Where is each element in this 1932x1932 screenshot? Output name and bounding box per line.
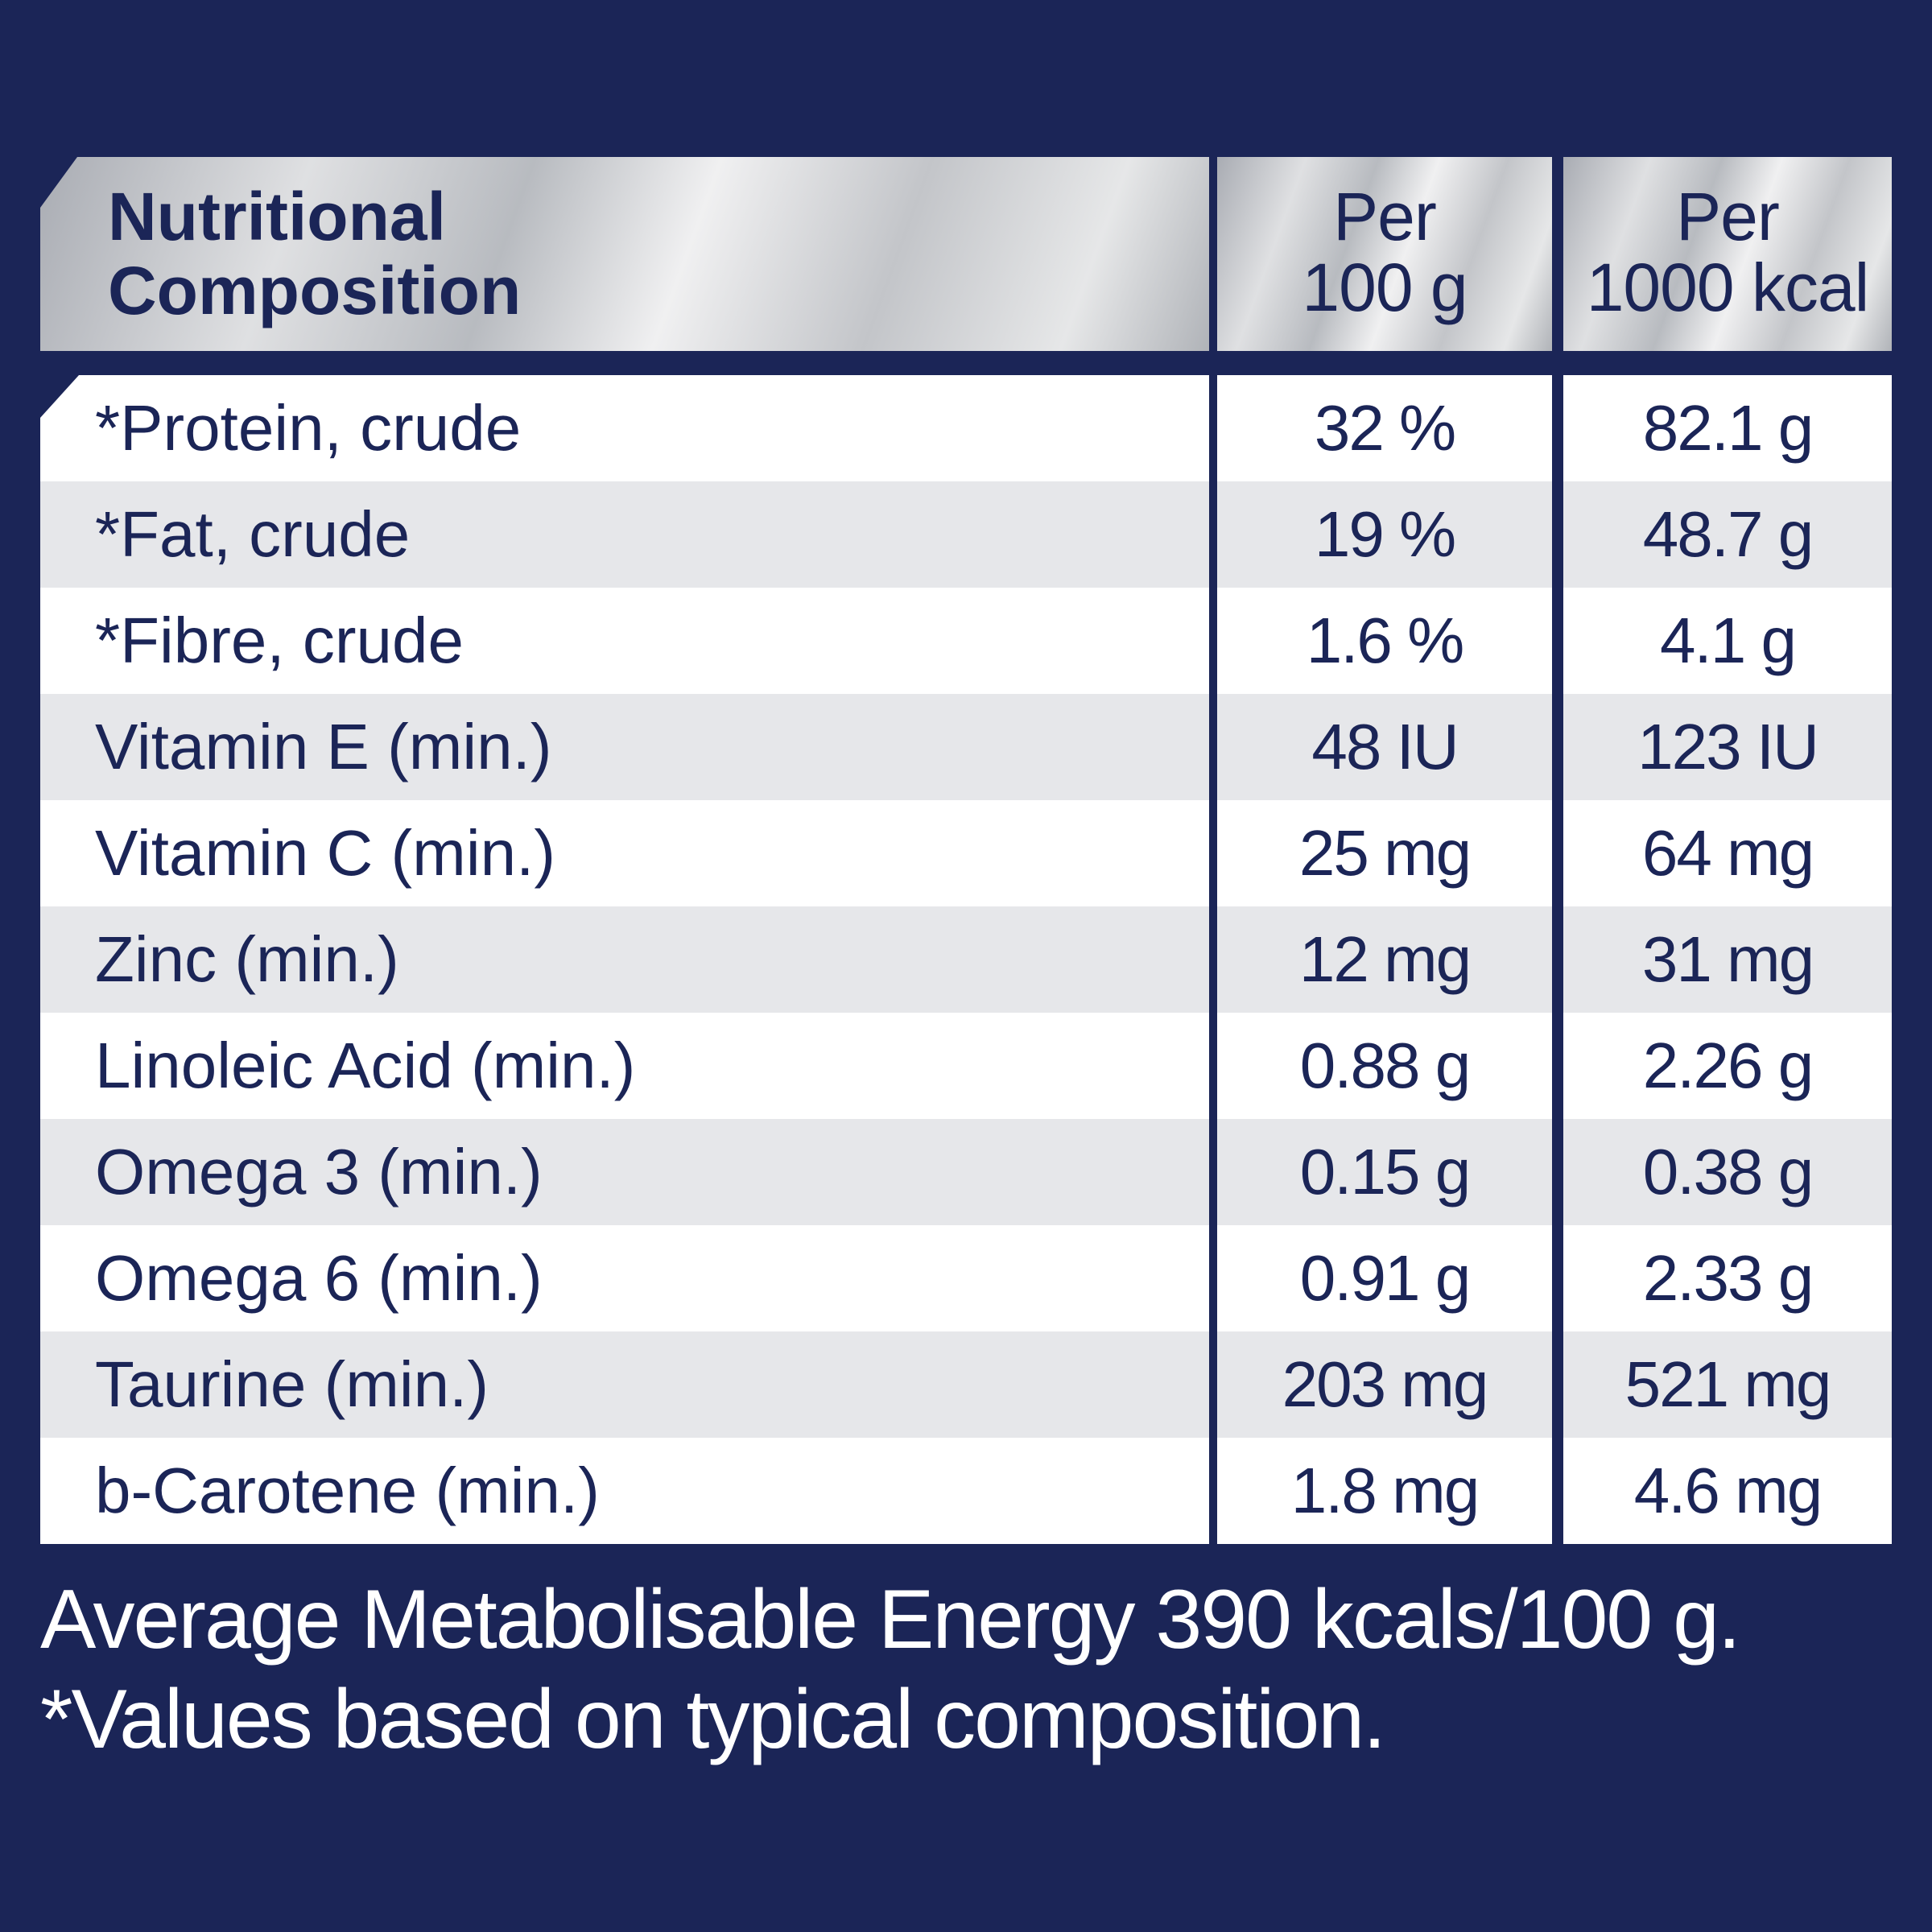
table-row: b-Carotene (min.) 1.8 mg 4.6 mg [40,1438,1892,1544]
table-row: *Protein, crude 32 % 82.1 g [40,375,1892,481]
header-name-line1: Nutritional [108,179,446,254]
nutrient-name: Linoleic Acid (min.) [40,1013,1209,1119]
nutrient-name: Omega 3 (min.) [40,1119,1209,1225]
value-per-1000kcal: 521 mg [1563,1331,1892,1438]
nutrient-name: b-Carotene (min.) [40,1438,1209,1544]
header-col1-line1: Per [1333,179,1437,254]
value-per-100g: 48 IU [1217,694,1552,800]
value-per-1000kcal: 2.33 g [1563,1225,1892,1331]
table-row: Linoleic Acid (min.) 0.88 g 2.26 g [40,1013,1892,1119]
nutrient-name: *Fat, crude [40,481,1209,588]
table-row: Vitamin E (min.) 48 IU 123 IU [40,694,1892,800]
nutrient-name: Omega 6 (min.) [40,1225,1209,1331]
header-per-1000kcal: Per 1000 kcal [1563,157,1892,351]
value-per-1000kcal: 123 IU [1563,694,1892,800]
header-col2-line2: 1000 kcal [1586,250,1870,325]
value-per-100g: 1.6 % [1217,588,1552,694]
values-note: *Values based on typical composition. [40,1673,1386,1766]
value-per-1000kcal: 2.26 g [1563,1013,1892,1119]
nutrient-name: *Protein, crude [40,375,1209,481]
value-per-1000kcal: 4.1 g [1563,588,1892,694]
table-row: Zinc (min.) 12 mg 31 mg [40,906,1892,1013]
table-row: Omega 6 (min.) 0.91 g 2.33 g [40,1225,1892,1331]
value-per-1000kcal: 64 mg [1563,800,1892,906]
value-per-100g: 1.8 mg [1217,1438,1552,1544]
value-per-1000kcal: 82.1 g [1563,375,1892,481]
nutrient-name: Vitamin C (min.) [40,800,1209,906]
header-name-line2: Composition [108,253,522,328]
nutrient-name: Taurine (min.) [40,1331,1209,1438]
value-per-100g: 0.88 g [1217,1013,1552,1119]
energy-note: Average Metabolisable Energy 390 kcals/1… [40,1573,1741,1666]
table-row: *Fibre, crude 1.6 % 4.1 g [40,588,1892,694]
table-row: Taurine (min.) 203 mg 521 mg [40,1331,1892,1438]
value-per-100g: 0.91 g [1217,1225,1552,1331]
footer-notes: Average Metabolisable Energy 390 kcals/1… [40,1570,1908,1769]
header-per-100g: Per 100 g [1217,157,1552,351]
value-per-100g: 25 mg [1217,800,1552,906]
value-per-1000kcal: 0.38 g [1563,1119,1892,1225]
value-per-100g: 32 % [1217,375,1552,481]
value-per-1000kcal: 48.7 g [1563,481,1892,588]
value-per-1000kcal: 4.6 mg [1563,1438,1892,1544]
value-per-100g: 0.15 g [1217,1119,1552,1225]
value-per-100g: 19 % [1217,481,1552,588]
nutrient-name: *Fibre, crude [40,588,1209,694]
header-nutritional-composition: Nutritional Composition [40,157,1209,351]
table-row: Omega 3 (min.) 0.15 g 0.38 g [40,1119,1892,1225]
value-per-100g: 12 mg [1217,906,1552,1013]
header-col2-line1: Per [1676,179,1780,254]
nutrient-name: Vitamin E (min.) [40,694,1209,800]
table-row: Vitamin C (min.) 25 mg 64 mg [40,800,1892,906]
nutrient-name: Zinc (min.) [40,906,1209,1013]
header-col1-line2: 100 g [1302,250,1468,325]
value-per-1000kcal: 31 mg [1563,906,1892,1013]
value-per-100g: 203 mg [1217,1331,1552,1438]
table-row: *Fat, crude 19 % 48.7 g [40,481,1892,588]
